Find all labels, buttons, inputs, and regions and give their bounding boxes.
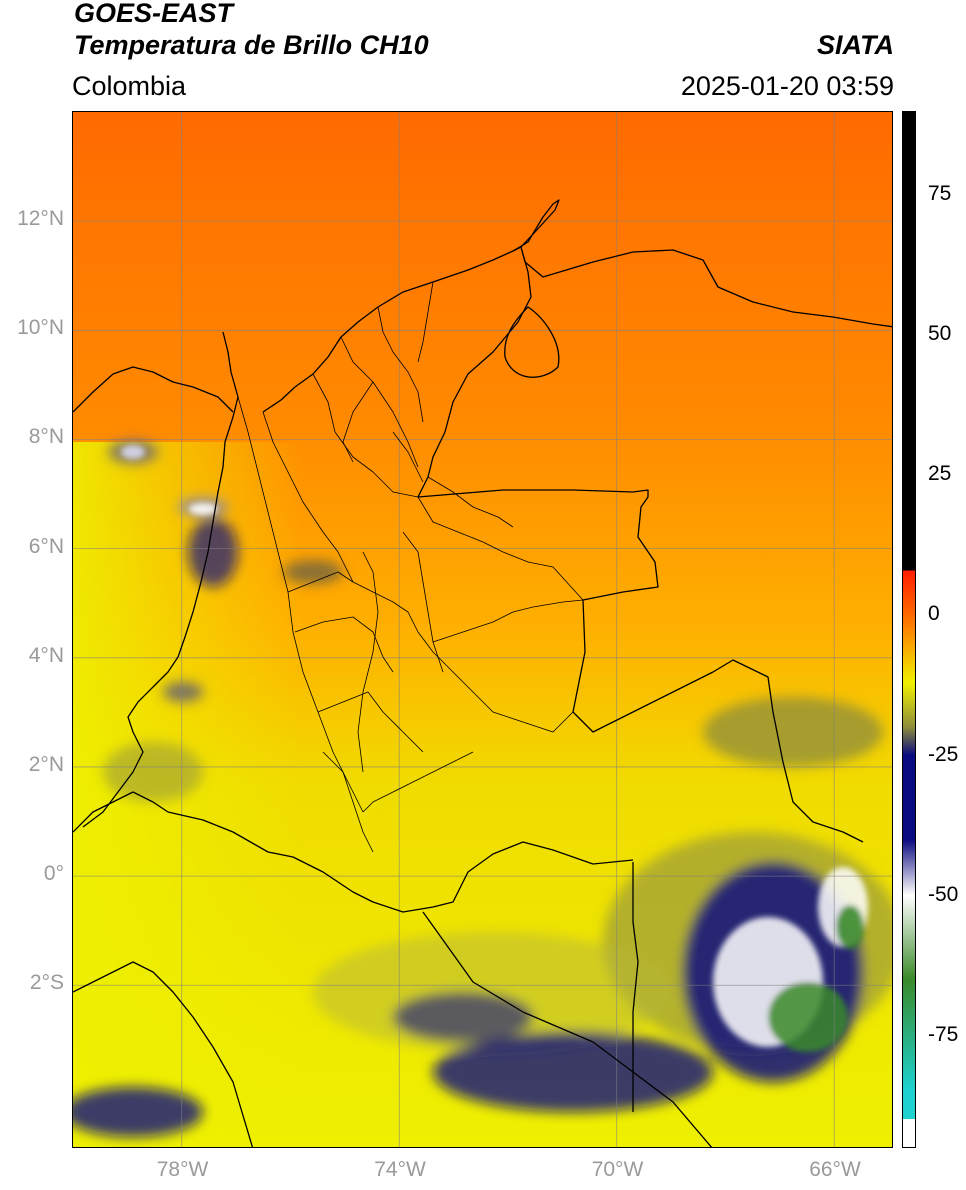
cloud-cores bbox=[121, 445, 868, 1052]
colorbar-tick-label: 50 bbox=[928, 322, 952, 346]
pacific-coast bbox=[82, 331, 239, 828]
boundaries bbox=[73, 199, 892, 1147]
map-canvas bbox=[73, 112, 892, 1147]
colombia-venezuela-border bbox=[417, 246, 659, 713]
peru-coast bbox=[73, 961, 254, 1147]
lat-tick-label: 8°N bbox=[28, 425, 64, 449]
colombia-brazil-border bbox=[572, 659, 864, 843]
colombia-peru-border bbox=[167, 811, 634, 913]
panama-coast bbox=[73, 366, 234, 413]
datetime-label: 2025-01-20 03:59 bbox=[680, 71, 894, 101]
colorbar-tick-label: 0 bbox=[928, 602, 940, 626]
peru-brazil-border bbox=[422, 911, 713, 1147]
product-title: Temperatura de Brillo CH10 bbox=[74, 30, 429, 60]
lat-tick-label: 12°N bbox=[17, 207, 64, 231]
temperature-colorbar bbox=[902, 111, 916, 1148]
lon-tick-label: 78°W bbox=[156, 1158, 209, 1181]
agency-label: SIATA bbox=[817, 30, 894, 60]
lat-tick-label: 2°S bbox=[29, 971, 64, 995]
lon-tick-label: 74°W bbox=[374, 1158, 426, 1181]
colorbar-tick-label: -50 bbox=[928, 882, 959, 906]
lon-tick-label: 70°W bbox=[591, 1158, 644, 1181]
lat-tick-label: 0° bbox=[43, 862, 64, 886]
satellite-map[interactable] bbox=[72, 111, 893, 1148]
region-label: Colombia bbox=[72, 71, 187, 101]
colombia-caribbean-coast bbox=[262, 250, 514, 413]
satellite-title: GOES-EAST bbox=[74, 0, 234, 28]
ecuador-border bbox=[73, 791, 169, 833]
pacific-field bbox=[73, 442, 303, 1147]
lon-tick-label: 66°W bbox=[809, 1158, 861, 1181]
lat-tick-label: 10°N bbox=[17, 316, 64, 340]
lat-tick-label: 6°N bbox=[28, 534, 64, 558]
brazil-inner-border bbox=[632, 862, 639, 1112]
graticule bbox=[73, 112, 892, 1147]
colorbar-tick-label: -25 bbox=[928, 742, 959, 766]
venezuela-coast bbox=[512, 199, 892, 328]
colorbar-tick-label: 75 bbox=[928, 182, 952, 206]
colorbar-tick-label: 25 bbox=[928, 462, 952, 486]
colorbar-tick-label: -75 bbox=[928, 1022, 959, 1046]
lat-tick-label: 4°N bbox=[28, 643, 64, 667]
lat-tick-label: 2°N bbox=[28, 752, 64, 776]
department-borders bbox=[237, 281, 584, 853]
